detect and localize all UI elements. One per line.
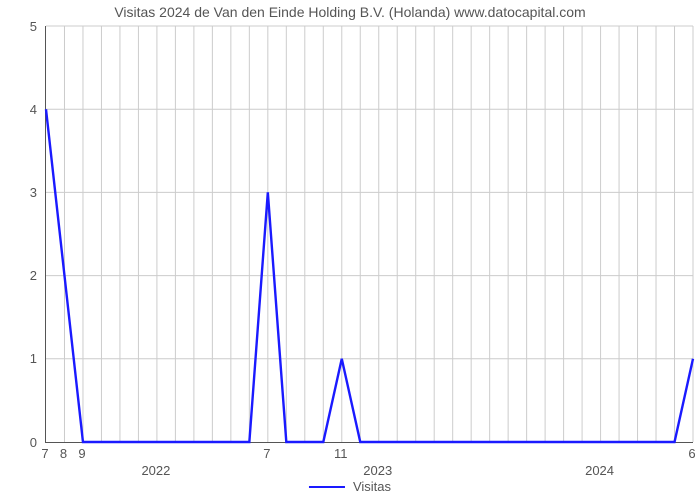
x-year-label: 2024 bbox=[585, 463, 614, 478]
x-tick-label: 6 bbox=[688, 446, 695, 461]
legend-label: Visitas bbox=[353, 479, 391, 494]
y-tick-label: 5 bbox=[0, 19, 37, 34]
y-tick-label: 0 bbox=[0, 435, 37, 450]
x-tick-label: 11 bbox=[334, 446, 348, 461]
legend-swatch bbox=[309, 486, 345, 488]
x-year-label: 2022 bbox=[141, 463, 170, 478]
y-tick-label: 4 bbox=[0, 102, 37, 117]
y-tick-label: 2 bbox=[0, 268, 37, 283]
x-tick-label: 9 bbox=[78, 446, 85, 461]
plot-area bbox=[45, 26, 693, 443]
legend: Visitas bbox=[309, 479, 391, 494]
x-year-label: 2023 bbox=[363, 463, 392, 478]
y-tick-label: 1 bbox=[0, 351, 37, 366]
y-tick-label: 3 bbox=[0, 185, 37, 200]
x-tick-label: 7 bbox=[41, 446, 48, 461]
chart-title: Visitas 2024 de Van den Einde Holding B.… bbox=[0, 4, 700, 20]
plot-svg bbox=[46, 26, 693, 442]
x-tick-label: 7 bbox=[263, 446, 270, 461]
line-chart: Visitas 2024 de Van den Einde Holding B.… bbox=[0, 0, 700, 500]
x-tick-label: 8 bbox=[60, 446, 67, 461]
